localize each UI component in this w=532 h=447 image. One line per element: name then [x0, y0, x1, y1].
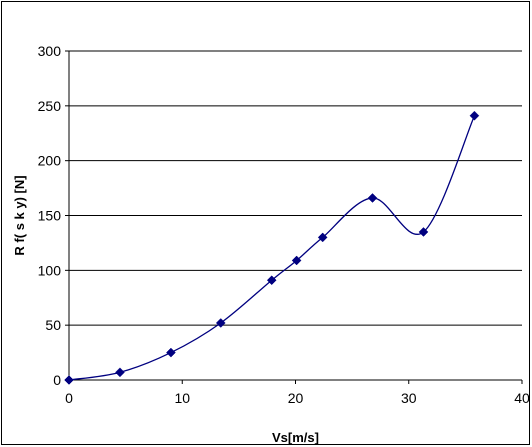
- data-point: [418, 227, 429, 237]
- x-tick-label: 40: [514, 390, 530, 406]
- x-tick-label: 20: [288, 390, 304, 406]
- x-tick-label: 10: [174, 390, 190, 406]
- y-tick-label: 300: [38, 43, 62, 59]
- data-point: [266, 275, 277, 286]
- x-axis-title: Vs[m/s]: [272, 430, 319, 445]
- data-point: [367, 193, 378, 203]
- y-tick-label: 50: [45, 317, 61, 333]
- x-tick-label: 30: [401, 390, 417, 406]
- data-point: [166, 347, 176, 358]
- data-point: [115, 367, 125, 378]
- y-tick-label: 100: [38, 262, 62, 278]
- data-point: [469, 110, 480, 121]
- data-point: [317, 232, 328, 243]
- y-tick-label: 150: [38, 208, 62, 224]
- series-line: [68, 115, 476, 381]
- data-point: [215, 318, 226, 328]
- y-axis-title: R f( s k y) [N]: [12, 175, 27, 255]
- y-tick-label: 250: [38, 98, 62, 114]
- x-tick-label: 0: [65, 390, 73, 406]
- data-point: [291, 255, 302, 266]
- data-markers: [64, 110, 480, 385]
- x-tick-labels: 0 10 20 30 40: [65, 380, 530, 406]
- y-tick-label: 200: [38, 153, 62, 169]
- y-tick-labels: 0 50 100 150 200 250 300: [38, 43, 69, 388]
- data-point: [64, 375, 74, 385]
- y-tick-label: 0: [53, 372, 61, 388]
- grid-lines: [69, 50, 522, 326]
